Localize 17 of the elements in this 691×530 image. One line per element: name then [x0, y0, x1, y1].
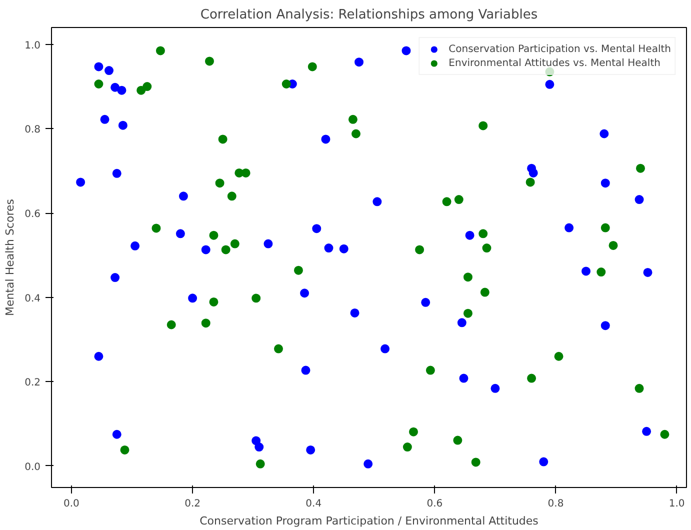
y-axis-title: Mental Health Scores: [4, 198, 17, 316]
y-tick-label: 0.8: [24, 124, 41, 136]
x-tick-label: 0.2: [184, 498, 200, 510]
chart-title: Correlation Analysis: Relationships among Variables: [200, 8, 538, 22]
y-tick-label: 1.0: [24, 40, 41, 52]
x-tick-label: 0.0: [64, 498, 80, 510]
x-axis-title: Conservation Program Participation / Environmental Attitudes: [200, 514, 539, 528]
y-tick-label: 0.2: [24, 378, 41, 389]
y-tick-label: 0.4: [24, 293, 41, 304]
legend-label: Environmental Attitudes vs. Mental Health: [448, 56, 660, 70]
x-tick-label: 0.8: [548, 498, 564, 510]
x-tick-label: 1.0: [668, 498, 685, 510]
y-tick-label: 0.6: [24, 209, 41, 220]
x-tick-label: 0.4: [306, 498, 322, 510]
y-tick-label: 0.0: [24, 462, 41, 473]
x-tick-label: 0.6: [426, 498, 443, 510]
legend-label: Conservation Participation vs. Mental Health: [448, 42, 671, 56]
